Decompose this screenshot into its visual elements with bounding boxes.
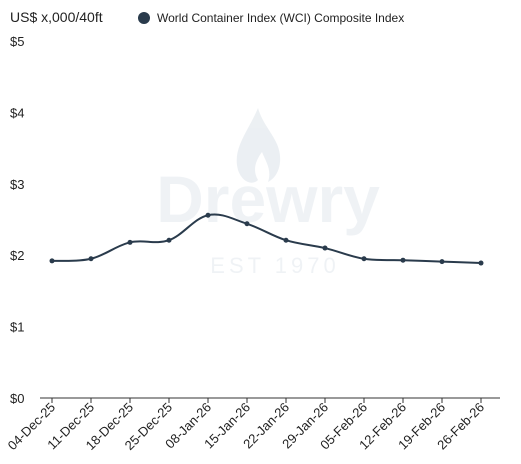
y-axis: $0 $1 $2 $3 $4 $5 <box>10 34 24 406</box>
data-point <box>322 245 328 251</box>
watermark-flame-icon <box>236 108 281 183</box>
data-point <box>205 212 211 218</box>
legend-marker <box>138 12 150 24</box>
y-tick-label: $4 <box>10 105 24 120</box>
series-line-wci <box>51 213 482 265</box>
watermark-tagline: EST 1970 <box>210 253 339 278</box>
data-point <box>244 221 250 227</box>
data-point <box>439 259 445 265</box>
drewry-watermark: Drewry EST 1970 <box>156 108 380 278</box>
data-point <box>166 237 172 243</box>
data-point <box>361 256 367 262</box>
data-point <box>478 260 484 266</box>
x-axis: 04-Dec-2511-Dec-2518-Dec-2525-Dec-2508-J… <box>5 398 487 453</box>
data-point <box>127 239 133 245</box>
y-tick-label: $3 <box>10 177 24 192</box>
y-tick-label: $2 <box>10 248 24 263</box>
y-tick-label: $0 <box>10 391 24 406</box>
data-points <box>49 212 484 266</box>
legend: World Container Index (WCI) Composite In… <box>138 11 404 25</box>
data-point <box>283 237 289 243</box>
y-axis-unit-label: US$ x,000/40ft <box>10 9 103 25</box>
data-point <box>88 256 94 262</box>
y-tick-label: $1 <box>10 320 24 335</box>
data-point <box>49 258 55 264</box>
legend-entry: World Container Index (WCI) Composite In… <box>157 11 404 25</box>
data-point <box>400 257 406 263</box>
y-tick-label: $5 <box>10 34 24 49</box>
